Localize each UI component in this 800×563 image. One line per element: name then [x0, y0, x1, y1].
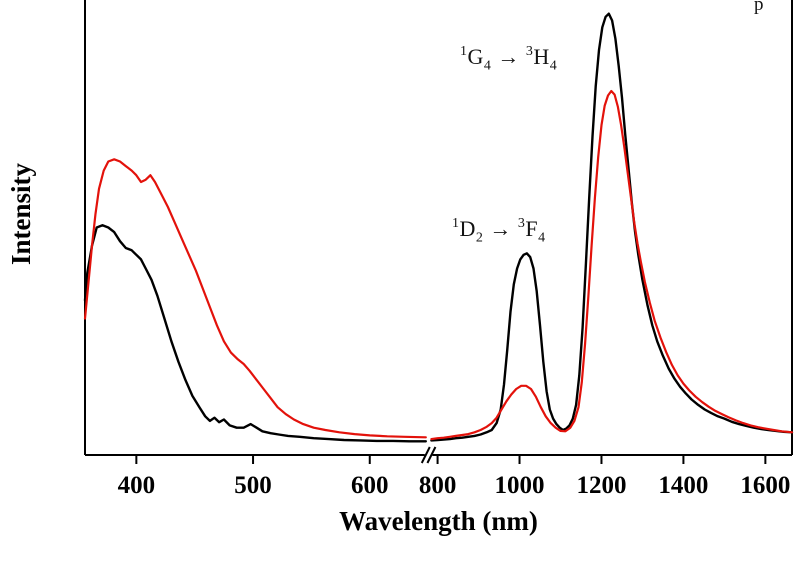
- x-tick-label: 1600: [740, 472, 790, 499]
- x-tick-label: 400: [118, 472, 156, 499]
- x-tick-label: 600: [351, 472, 389, 499]
- term-sub: 2: [475, 230, 484, 246]
- arrow-glyph: →: [489, 216, 512, 241]
- spectrum-curve-black: [430, 12, 794, 442]
- term-sub: 4: [549, 58, 558, 74]
- term-letter: F: [525, 216, 539, 241]
- term-letter: H: [533, 44, 550, 69]
- spectrum-curve-black: [83, 223, 427, 443]
- y-axis-label: Intensity: [6, 163, 36, 266]
- axis-break-mark: [420, 446, 431, 464]
- term-sub: 4: [483, 58, 492, 74]
- term-sup: 1: [460, 43, 468, 59]
- x-tick-label: 1200: [576, 472, 626, 499]
- axis-break-mark: [426, 446, 437, 464]
- x-tick-label: 1000: [495, 472, 545, 499]
- x-tick-label: 800: [419, 472, 457, 499]
- spectrum-curve-red: [83, 158, 427, 439]
- term-letter: G: [467, 44, 484, 69]
- term-sup: 3: [517, 215, 526, 231]
- transition-annotation-1d2-3f4: 1D2 → 3F4: [452, 216, 546, 246]
- term-sup: 3: [525, 43, 534, 59]
- term-sup: 1: [452, 215, 460, 231]
- transition-annotation-1g4-3h4: 1G4 → 3H4: [460, 44, 557, 74]
- term-letter: D: [459, 216, 476, 241]
- arrow-glyph: →: [497, 44, 520, 69]
- x-tick-label: 1400: [658, 472, 708, 499]
- term-sub: 4: [538, 230, 546, 246]
- x-tick-label: 500: [234, 472, 272, 499]
- x-axis-label: Wavelength (nm): [339, 506, 538, 536]
- cropped-text-fragment: p: [754, 0, 764, 15]
- spectrum-curve-red: [430, 89, 794, 441]
